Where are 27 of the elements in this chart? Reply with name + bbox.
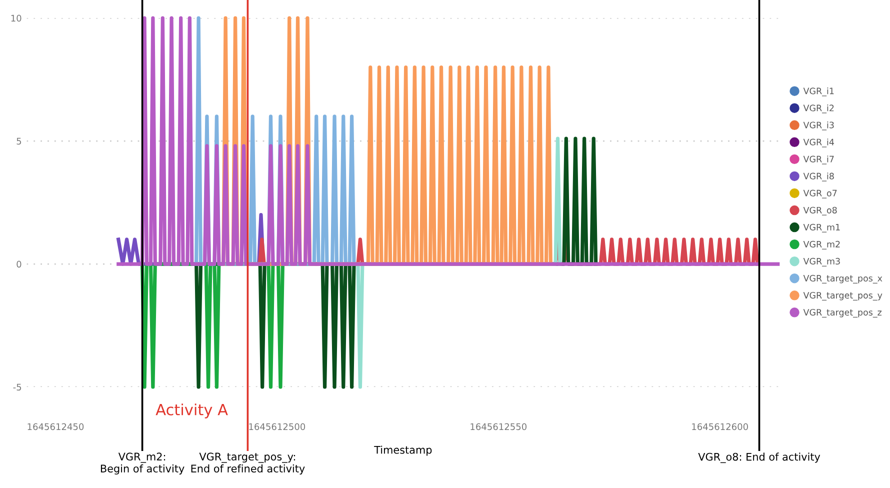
legend-label: VGR_m2 [803, 240, 840, 250]
ref-line-label: VGR_o8: End of activity [698, 452, 820, 464]
ref-line-label: VGR_target_pos_y: End of refined activity [191, 452, 305, 475]
legend-label: VGR_i8 [803, 172, 834, 182]
x-axis-title: Timestamp [374, 446, 432, 456]
x-tick-label: 1645612550 [470, 423, 527, 430]
legend-label: VGR_i7 [803, 156, 834, 164]
legend-label: VGR_i4 [803, 138, 834, 148]
y-tick-label: 10 [11, 14, 22, 22]
legend-label: VGR_o8 [803, 206, 837, 216]
x-tick-label: 1645612450 [28, 423, 84, 430]
legend-label: VGR_m3 [803, 258, 840, 266]
legend-label: VGR_i3 [803, 122, 834, 130]
y-tick-label: -5 [13, 384, 22, 391]
ref-line-label: VGR_m2: Begin of activity [100, 452, 184, 475]
y-tick-label: 0 [16, 260, 22, 268]
legend-label: VGR_i2 [803, 104, 834, 114]
text: Activity A [156, 404, 228, 418]
y-tick-label: 5 [16, 138, 22, 145]
legend-label: VGR_i1 [803, 88, 834, 96]
x-tick-label: 1645612500 [249, 423, 306, 430]
legend-label: VGR_m1 [803, 224, 840, 232]
legend-label: VGR_target_pos_x [803, 274, 882, 284]
x-tick-label: 1645612600 [692, 423, 748, 430]
legend-label: VGR_target_pos_z [803, 308, 882, 318]
legend-label: VGR_o7 [803, 190, 837, 198]
legend-label: VGR_target_pos_y [803, 292, 882, 301]
